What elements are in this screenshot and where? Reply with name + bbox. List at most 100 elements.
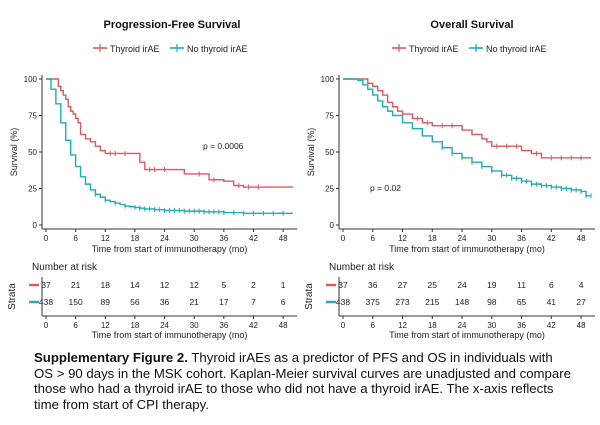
caption-text: Thyroid irAEs as a predictor of PFS and …	[34, 350, 571, 412]
x-tick-label: 12	[398, 234, 407, 243]
x-axis-label: Time from start of immunotherapy (mo)	[389, 244, 545, 254]
x-tick-label: 30	[190, 234, 199, 243]
risk-x-tick-label: 42	[547, 321, 556, 330]
x-tick-label: 36	[517, 234, 526, 243]
risk-count: 36	[368, 280, 378, 290]
figure: Progression-Free Survival Strata Thyroid i…	[7, 19, 595, 340]
chart-title: Progression-Free Survival	[104, 19, 241, 31]
risk-count: 24	[457, 280, 467, 290]
risk-x-tick-label: 48	[279, 321, 288, 330]
risk-x-tick-label: 42	[249, 321, 258, 330]
risk-x-tick-label: 12	[101, 321, 110, 330]
survival-curve-2	[46, 78, 293, 215]
risk-count: 1	[281, 280, 286, 290]
risk-count: 6	[549, 280, 554, 290]
risk-strata-label: Strata	[7, 283, 18, 310]
survival-curve-1	[343, 78, 591, 159]
risk-count: 65	[517, 297, 527, 307]
legend-label-1: Thyroid irAE	[409, 44, 459, 54]
caption-label: Supplementary Figure 2.	[34, 350, 188, 365]
risk-count: 438	[39, 297, 53, 307]
x-tick-label: 48	[279, 234, 288, 243]
p-value-annotation: p = 0.02	[370, 183, 401, 193]
legend-label-2: No thyroid irAE	[486, 44, 547, 54]
risk-count: 41	[547, 297, 557, 307]
risk-count: 21	[189, 297, 199, 307]
risk-count: 273	[395, 297, 409, 307]
risk-count: 215	[425, 297, 439, 307]
risk-x-tick-label: 24	[160, 321, 169, 330]
x-tick-label: 36	[219, 234, 228, 243]
risk-count: 5	[221, 280, 226, 290]
risk-count: 21	[71, 280, 81, 290]
x-tick-label: 30	[487, 234, 496, 243]
y-tick-label: 25	[28, 185, 37, 194]
x-tick-label: 48	[577, 234, 586, 243]
risk-count: 148	[455, 297, 469, 307]
x-tick-label: 24	[160, 234, 169, 243]
y-tick-label: 0	[330, 221, 335, 230]
risk-count: 14	[130, 280, 140, 290]
y-tick-label: 25	[325, 185, 334, 194]
risk-count: 37	[41, 280, 51, 290]
survival-curve-1	[46, 78, 293, 188]
risk-count: 6	[281, 297, 286, 307]
risk-count: 7	[251, 297, 256, 307]
x-tick-label: 0	[44, 234, 49, 243]
y-tick-label: 50	[325, 148, 334, 157]
risk-count: 17	[219, 297, 229, 307]
risk-strata-label: Strata	[304, 283, 315, 310]
risk-x-axis-label: Time from start of immunotherapy (mo)	[92, 330, 248, 340]
x-tick-label: 18	[130, 234, 139, 243]
risk-x-tick-label: 48	[577, 321, 586, 330]
chart-panel-2: Overall Survival Strata Thyroid irAE No thy…	[304, 19, 595, 340]
y-tick-label: 0	[33, 221, 38, 230]
risk-count: 37	[338, 280, 348, 290]
risk-x-tick-label: 30	[190, 321, 199, 330]
y-axis-label: Survival (%)	[306, 128, 316, 177]
risk-count: 12	[160, 280, 170, 290]
x-tick-label: 0	[341, 234, 346, 243]
legend-label-1: Thyroid irAE	[110, 44, 160, 54]
risk-x-tick-label: 36	[219, 321, 228, 330]
y-tick-label: 100	[24, 75, 38, 84]
x-tick-label: 6	[73, 234, 78, 243]
risk-x-tick-label: 18	[130, 321, 139, 330]
risk-count: 19	[487, 280, 497, 290]
risk-count: 89	[101, 297, 111, 307]
legend-label-2: No thyroid irAE	[187, 44, 248, 54]
risk-x-tick-label: 12	[398, 321, 407, 330]
risk-count: 18	[101, 280, 111, 290]
p-value-annotation: p = 0.0006	[203, 141, 244, 151]
risk-x-tick-label: 0	[44, 321, 49, 330]
risk-x-tick-label: 24	[458, 321, 467, 330]
y-axis-label: Survival (%)	[9, 128, 19, 177]
risk-x-tick-label: 6	[73, 321, 78, 330]
risk-count: 2	[251, 280, 256, 290]
risk-count: 98	[487, 297, 497, 307]
x-tick-label: 18	[428, 234, 437, 243]
risk-count: 12	[189, 280, 199, 290]
x-tick-label: 42	[249, 234, 258, 243]
y-tick-label: 100	[321, 75, 335, 84]
y-tick-label: 75	[28, 112, 37, 121]
x-tick-label: 24	[458, 234, 467, 243]
figure-caption: Supplementary Figure 2. Thyroid irAEs as…	[34, 350, 574, 412]
risk-x-axis-label: Time from start of immunotherapy (mo)	[389, 330, 545, 340]
risk-x-tick-label: 0	[341, 321, 346, 330]
risk-x-tick-label: 30	[487, 321, 496, 330]
risk-x-tick-label: 6	[371, 321, 376, 330]
risk-table-title: Number at risk	[32, 262, 98, 273]
survival-curve-2	[343, 78, 591, 197]
risk-count: 27	[576, 297, 586, 307]
x-axis-label: Time from start of immunotherapy (mo)	[92, 244, 248, 254]
y-tick-label: 50	[28, 148, 37, 157]
risk-x-tick-label: 36	[517, 321, 526, 330]
risk-count: 4	[579, 280, 584, 290]
risk-count: 150	[69, 297, 83, 307]
risk-count: 375	[366, 297, 380, 307]
x-tick-label: 42	[547, 234, 556, 243]
risk-count: 438	[336, 297, 350, 307]
chart-title: Overall Survival	[430, 19, 513, 31]
risk-count: 25	[428, 280, 438, 290]
